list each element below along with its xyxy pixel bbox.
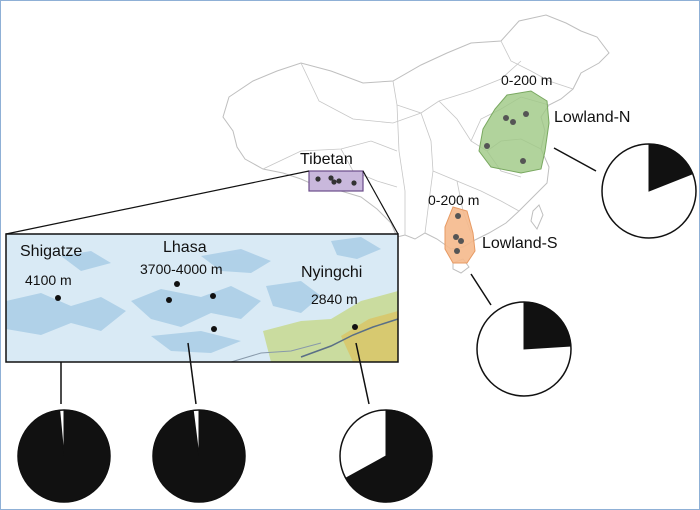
sample-dot xyxy=(328,175,334,181)
sample-dot xyxy=(336,178,342,184)
shigatze-altitude: 4100 m xyxy=(25,272,72,288)
lhasa-site-dot xyxy=(211,326,217,332)
nyingchi-site-dot xyxy=(352,324,358,330)
sample-dot xyxy=(458,238,464,244)
lhasa-site-dot xyxy=(210,293,216,299)
inset-frame xyxy=(5,233,399,363)
lowland-s-label: Lowland-S xyxy=(482,235,558,252)
lowland-s-sample-dots xyxy=(453,213,464,254)
pie-lowland-n xyxy=(601,143,697,239)
sample-dot xyxy=(510,119,516,125)
china-outline xyxy=(222,14,610,250)
sample-dot xyxy=(453,234,459,240)
pie-slice-black xyxy=(523,301,572,350)
lhasa-altitude: 3700-4000 m xyxy=(140,261,223,277)
tibetan-sample-dots xyxy=(315,175,357,186)
pie-lowland-s xyxy=(476,301,572,397)
sample-dot xyxy=(455,213,461,219)
zoom-line-right xyxy=(362,170,399,235)
sample-dot xyxy=(523,111,529,117)
sample-dot xyxy=(331,179,337,185)
lhasa-label: Lhasa xyxy=(163,239,207,256)
pie-slice-black xyxy=(17,409,111,503)
connector-lowland-n xyxy=(553,147,597,172)
inset-river xyxy=(300,318,399,358)
pie-slice-black xyxy=(648,143,694,192)
connector-lowland-s xyxy=(470,273,492,306)
lowland-n-sample-dots xyxy=(484,111,529,164)
zoom-line-left xyxy=(5,170,310,235)
lowland-s-altitude: 0-200 m xyxy=(428,192,479,208)
pie-slice-black xyxy=(152,409,246,503)
lhasa-site-dot xyxy=(174,281,180,287)
sample-dot xyxy=(454,248,460,254)
sample-dot xyxy=(351,180,357,186)
pie-slice-black xyxy=(345,409,433,503)
pie-shigatze xyxy=(17,409,111,503)
sample-dot xyxy=(520,158,526,164)
lowland-n-altitude: 0-200 m xyxy=(501,72,552,88)
inset-border-line xyxy=(230,342,322,363)
sample-dot xyxy=(484,143,490,149)
taiwan-island xyxy=(530,204,544,230)
lhasa-site-dot xyxy=(166,297,172,303)
lowland-n-label: Lowland-N xyxy=(554,109,630,126)
nyingchi-label: Nyingchi xyxy=(301,264,362,281)
lowland-s-region xyxy=(444,206,476,264)
inset-terrain xyxy=(6,237,381,353)
connector-nyingchi xyxy=(355,342,370,405)
shigatze-label: Shigatze xyxy=(20,243,82,260)
inset-map: Shigatze 4100 m Lhasa 3700-4000 m Nyingc… xyxy=(5,233,399,363)
lowland-n-region xyxy=(478,90,550,174)
tibetan-label: Tibetan xyxy=(300,151,353,168)
connector-lhasa xyxy=(187,342,197,405)
shigatze-site-dot xyxy=(55,295,61,301)
sample-dot xyxy=(503,115,509,121)
nyingchi-altitude: 2840 m xyxy=(311,291,358,307)
sample-dot xyxy=(315,176,321,182)
pie-lhasa xyxy=(152,409,246,503)
pie-nyingchi xyxy=(339,409,433,503)
